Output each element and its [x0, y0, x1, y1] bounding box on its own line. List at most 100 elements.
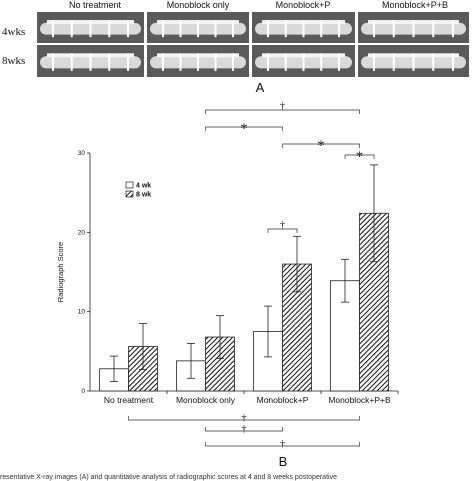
category-label: Monoblock+P+B [328, 395, 391, 405]
caption-text: resentative X-ray images (A) and quantit… [0, 474, 337, 481]
fixation-screw [432, 20, 435, 38]
significance-bracket: * [282, 138, 360, 154]
fixation-screw [267, 53, 269, 71]
y-axis-label: Radiograph Score [56, 242, 65, 302]
fixation-screw [373, 53, 375, 71]
error-bar [341, 258, 349, 303]
bracket-line [267, 228, 298, 233]
fixation-screw [89, 53, 92, 71]
fixation-screw [232, 20, 234, 38]
significance-bracket: † [267, 220, 298, 233]
fixation-screw [52, 53, 54, 71]
error-bar [264, 305, 272, 358]
fixation-screw [52, 20, 54, 38]
fixation-screw [452, 20, 454, 38]
significance-symbol: † [280, 220, 285, 231]
y-tick-label: 20 [78, 229, 86, 236]
significance-symbol: * [240, 121, 248, 137]
panel-label-a: A [256, 80, 265, 95]
error-bar [139, 323, 147, 370]
fixation-screw [197, 20, 199, 38]
fixation-screw [452, 53, 454, 71]
fixation-screw [320, 20, 323, 38]
fixation-screw [267, 20, 269, 38]
fixation-screw [197, 53, 199, 71]
fixation-screw [392, 20, 395, 38]
fixation-screw [284, 20, 287, 38]
significance-symbol: * [240, 0, 248, 4]
fixation-screw [302, 53, 305, 71]
xray-image [358, 12, 469, 43]
bracket-line [205, 126, 283, 131]
category-label: Monoblock only [176, 395, 236, 405]
fixation-screw [108, 53, 111, 71]
xray-column-label: Monoblock+P+B [382, 0, 448, 10]
fixation-screw [70, 53, 73, 71]
significance-bracket: * [205, 121, 283, 137]
category-label: No treatment [104, 395, 154, 405]
xray-panel: No treatment Monoblock only Monoblock+P … [2, 0, 469, 95]
bracket-line [205, 442, 360, 447]
error-bar [370, 164, 378, 263]
significance-symbol: † [280, 101, 285, 112]
fixation-screw [412, 20, 415, 38]
significance-bracket: † [205, 101, 360, 114]
significance-bracket: † [205, 439, 360, 450]
xray-image [37, 12, 144, 43]
xray-image [252, 12, 355, 43]
fixation-screw [214, 53, 217, 71]
fixation-screw [127, 20, 129, 38]
bracket-line [128, 416, 360, 421]
bracket-line [282, 143, 360, 148]
fixation-screw [162, 53, 164, 71]
significance-symbol: † [242, 413, 247, 424]
fixation-screw [127, 53, 129, 71]
y-tick-label: 0 [81, 388, 85, 395]
fixation-screw [89, 20, 92, 38]
legend-swatch [125, 181, 134, 189]
significance-symbol: * [317, 138, 325, 154]
fixation-screw [373, 20, 375, 38]
legend-label: 8 wk [136, 192, 151, 199]
bracket-line [205, 427, 283, 432]
xray-column-label: No treatment [69, 0, 122, 10]
xray-image [358, 45, 469, 77]
fixation-screw [320, 53, 323, 71]
fixation-screw [338, 20, 340, 38]
fixation-screw [432, 53, 435, 71]
xray-image [147, 12, 249, 43]
fixation-screw [179, 20, 182, 38]
fixation-screw [392, 53, 395, 71]
significance-symbol: * [356, 149, 364, 165]
bracket-line [205, 109, 360, 114]
fixation-screw [70, 20, 73, 38]
fixation-screw [412, 53, 415, 71]
error-bar [187, 342, 195, 379]
y-tick-label: 30 [78, 150, 86, 157]
xray-image-grid [37, 12, 469, 77]
significance-bracket: * [240, 0, 248, 4]
error-bar [293, 235, 301, 293]
error-bar [216, 315, 224, 359]
fixation-screw [162, 20, 164, 38]
bracket-line [344, 154, 375, 159]
panel-label-b: B [279, 454, 288, 469]
fixation-screw [338, 53, 340, 71]
xray-image [37, 45, 144, 77]
y-tick-label: 10 [78, 309, 86, 316]
fixation-screw [302, 20, 305, 38]
xray-image [252, 45, 355, 77]
legend-swatch [125, 190, 134, 198]
category-label: Monoblock+P [257, 395, 309, 405]
xray-column-label: Monoblock only [167, 0, 230, 10]
fixation-screw [108, 20, 111, 38]
significance-bracket: * [344, 149, 375, 165]
significance-bracket: † [205, 424, 283, 435]
xray-column-label: Monoblock+P [276, 0, 331, 10]
fixation-screw [232, 53, 234, 71]
fixation-screw [179, 53, 182, 71]
xray-image [147, 45, 249, 77]
significance-symbol: † [242, 424, 247, 435]
xray-row-label: 8wks [2, 55, 25, 67]
